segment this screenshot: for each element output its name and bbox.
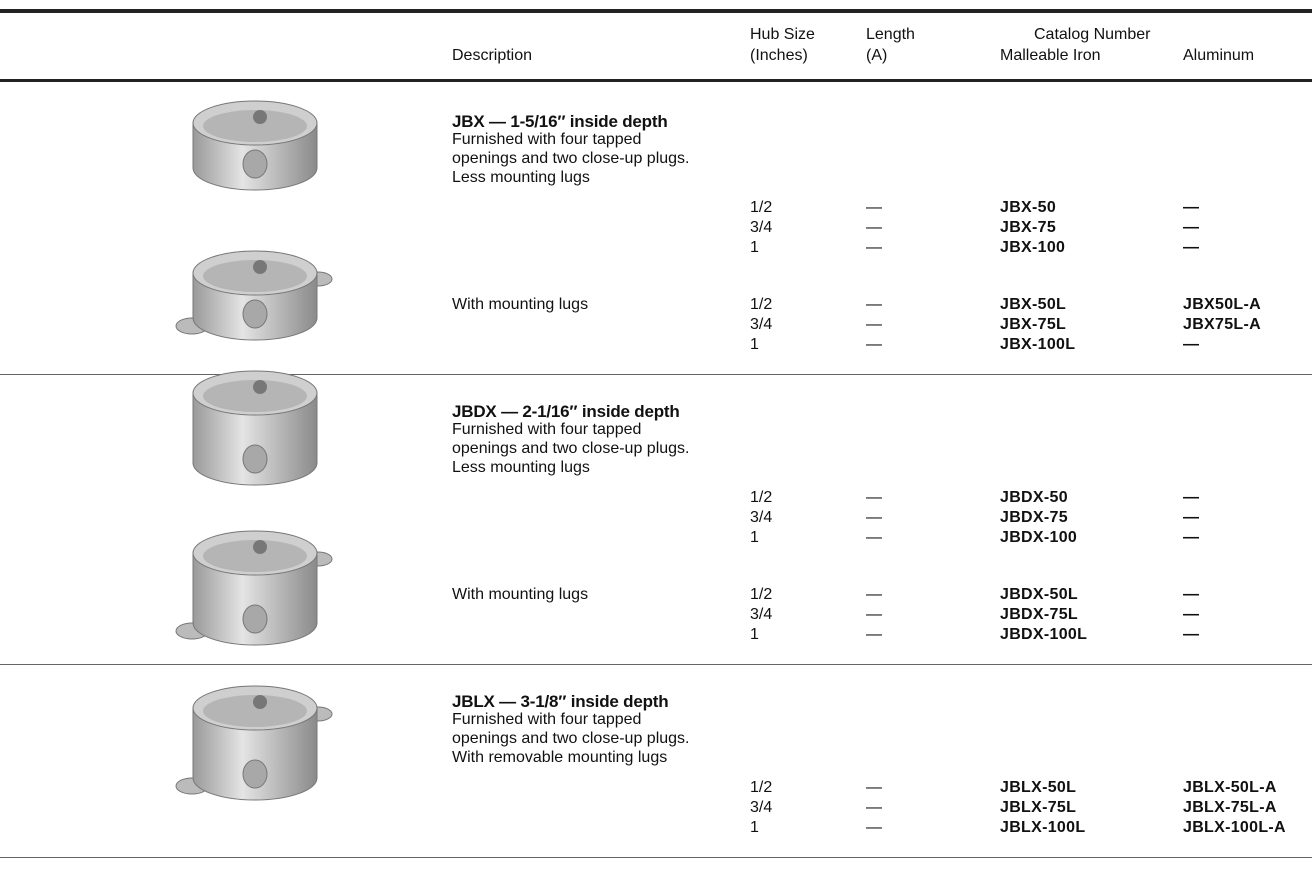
catalog-number: JBDX-75 [1000, 509, 1068, 526]
catalog-number: — [1183, 336, 1200, 353]
length: — [866, 626, 882, 643]
group-label: With mounting lugs [452, 296, 589, 313]
hub-size: 3/4 [750, 509, 773, 526]
catalog-number: JBLX-75L [1000, 799, 1077, 816]
header-malleable-iron: Malleable Iron [1000, 47, 1101, 64]
catalog-number: JBLX-75L-A [1183, 799, 1277, 816]
catalog-number: JBX-100 [1000, 239, 1066, 256]
catalog-number: JBX-50L [1000, 296, 1067, 313]
section-rule [0, 374, 1312, 375]
product-photo [175, 685, 333, 801]
section-title: JBDX — 2-1/16″ inside depth [452, 402, 680, 421]
length: — [866, 529, 882, 546]
hub-size: 1 [750, 239, 759, 256]
section-rule [0, 664, 1312, 665]
length: — [866, 296, 882, 313]
catalog-number: — [1183, 626, 1200, 643]
product-photo [192, 370, 318, 486]
header-aluminum: Aluminum [1183, 47, 1255, 64]
section-description: openings and two close-up plugs. [452, 150, 690, 167]
catalog-number: JBLX-100L-A [1183, 819, 1286, 836]
length: — [866, 819, 882, 836]
catalog-number: JBX-75L [1000, 316, 1067, 333]
section-title: JBX — 1-5/16″ inside depth [452, 112, 668, 131]
hub-size: 3/4 [750, 799, 773, 816]
catalog-number: JBDX-50L [1000, 586, 1078, 603]
length: — [866, 336, 882, 353]
header-hub-size-unit: (Inches) [750, 47, 808, 64]
product-photo [175, 530, 333, 646]
section-description: With removable mounting lugs [452, 749, 668, 766]
section-description: openings and two close-up plugs. [452, 730, 690, 747]
length: — [866, 199, 882, 216]
length: — [866, 586, 882, 603]
section-description: openings and two close-up plugs. [452, 440, 690, 457]
section-description: Furnished with four tapped [452, 421, 642, 438]
length: — [866, 239, 882, 256]
length: — [866, 489, 882, 506]
hub-size: 3/4 [750, 219, 773, 236]
header-description: Description [452, 47, 533, 64]
section-description: Furnished with four tapped [452, 131, 642, 148]
hub-size: 1/2 [750, 199, 773, 216]
section-description: Less mounting lugs [452, 169, 590, 186]
hub-size: 1 [750, 529, 759, 546]
header-rule [0, 79, 1312, 82]
product-photo [175, 250, 333, 341]
hub-size: 1 [750, 336, 759, 353]
section-description: Furnished with four tapped [452, 711, 642, 728]
length: — [866, 219, 882, 236]
hub-size: 1 [750, 626, 759, 643]
catalog-number: — [1183, 606, 1200, 623]
section-rule [0, 857, 1312, 858]
catalog-number: — [1183, 199, 1200, 216]
header-length-unit: (A) [866, 47, 888, 64]
catalog-number: — [1183, 509, 1200, 526]
top-rule [0, 9, 1312, 13]
catalog-number: JBDX-100L [1000, 626, 1088, 643]
catalog-number: JBX-75 [1000, 219, 1057, 236]
length: — [866, 316, 882, 333]
hub-size: 1/2 [750, 296, 773, 313]
length: — [866, 509, 882, 526]
catalog-number: — [1183, 489, 1200, 506]
catalog-number: JBDX-50 [1000, 489, 1068, 506]
hub-size: 1 [750, 819, 759, 836]
hub-size: 1/2 [750, 489, 773, 506]
hub-size: 1/2 [750, 586, 773, 603]
catalog-number: — [1183, 219, 1200, 236]
product-photo [192, 100, 318, 191]
catalog-number: JBX-100L [1000, 336, 1076, 353]
catalog-number: JBX75L-A [1183, 316, 1261, 333]
header-length: Length [866, 26, 915, 43]
catalog-number: — [1183, 529, 1200, 546]
catalog-number: — [1183, 239, 1200, 256]
length: — [866, 799, 882, 816]
header-catalog-number: Catalog Number [1034, 26, 1151, 43]
catalog-number: JBLX-50L-A [1183, 779, 1277, 796]
group-label: With mounting lugs [452, 586, 589, 603]
hub-size: 3/4 [750, 316, 773, 333]
catalog-number: JBLX-50L [1000, 779, 1077, 796]
length: — [866, 779, 882, 796]
hub-size: 3/4 [750, 606, 773, 623]
catalog-number: — [1183, 586, 1200, 603]
catalog-number: JBLX-100L [1000, 819, 1086, 836]
hub-size: 1/2 [750, 779, 773, 796]
catalog-number: JBDX-75L [1000, 606, 1078, 623]
header-hub-size: Hub Size [750, 26, 815, 43]
section-description: Less mounting lugs [452, 459, 590, 476]
catalog-number: JBX50L-A [1183, 296, 1261, 313]
length: — [866, 606, 882, 623]
catalog-number: JBDX-100 [1000, 529, 1078, 546]
catalog-number: JBX-50 [1000, 199, 1057, 216]
section-title: JBLX — 3-1/8″ inside depth [452, 692, 669, 711]
